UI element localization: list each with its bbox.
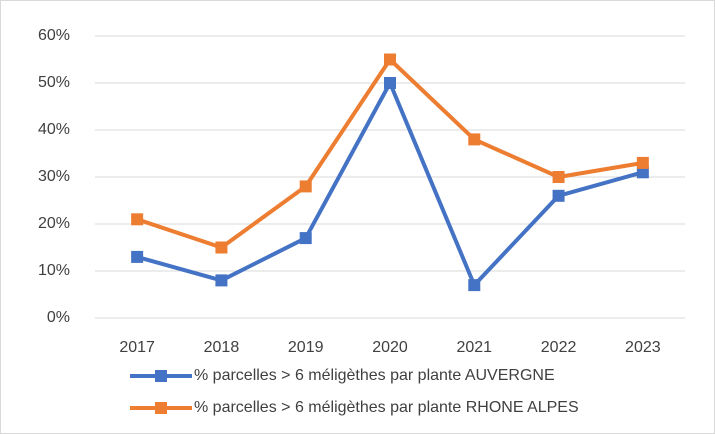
y-tick-label: 20% <box>38 215 70 232</box>
point-marker <box>131 250 144 263</box>
y-tick-label: 0% <box>47 309 70 326</box>
legend-marker <box>155 402 167 414</box>
x-tick-label: 2021 <box>456 339 492 356</box>
x-tick-label: 2020 <box>372 339 408 356</box>
point-marker <box>552 189 565 202</box>
point-marker <box>468 279 481 292</box>
legend-marker <box>155 370 167 382</box>
legend-label: % parcelles > 6 méligèthes par plante AU… <box>194 367 555 384</box>
point-marker <box>215 241 228 254</box>
point-marker <box>636 166 649 179</box>
y-tick-label: 10% <box>38 262 70 279</box>
y-tick-label: 30% <box>38 168 70 185</box>
x-tick-label: 2017 <box>119 339 155 356</box>
point-marker <box>552 171 565 183</box>
point-marker <box>131 213 144 226</box>
point-marker <box>636 156 649 169</box>
x-tick-label: 2023 <box>625 339 661 356</box>
y-tick-label: 40% <box>38 121 70 138</box>
x-tick-label: 2018 <box>204 339 240 356</box>
point-marker <box>299 180 312 193</box>
x-tick-label: 2022 <box>541 339 577 356</box>
point-marker <box>384 53 396 66</box>
x-tick-label: 2019 <box>288 339 324 356</box>
y-tick-label: 50% <box>38 74 70 91</box>
point-marker <box>384 77 396 89</box>
y-tick-label: 60% <box>38 27 70 44</box>
legend-label: % parcelles > 6 méligèthes par plante RH… <box>194 399 579 416</box>
point-marker <box>299 232 312 245</box>
point-marker <box>215 274 228 287</box>
point-marker <box>468 133 481 146</box>
